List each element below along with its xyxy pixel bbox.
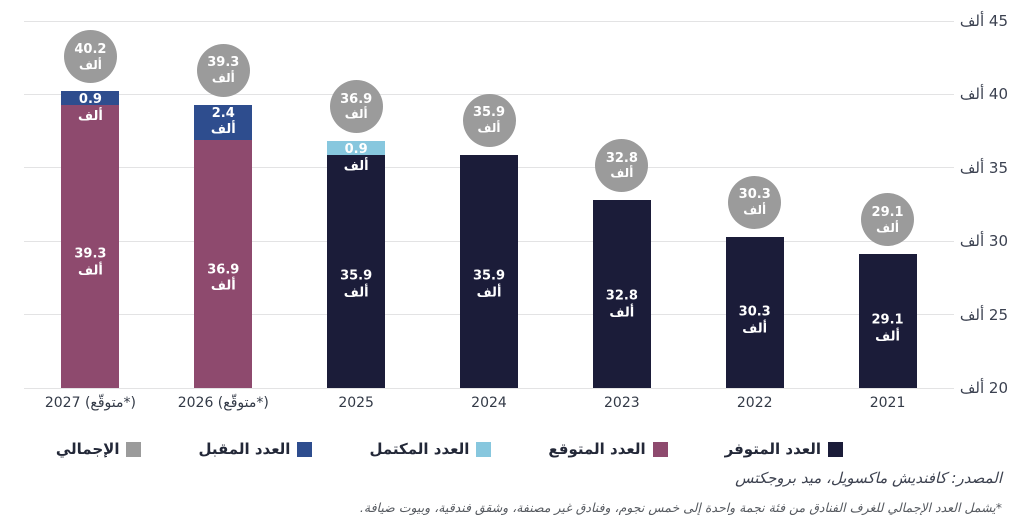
bar-segment-value: 35.9 ألف	[340, 268, 373, 301]
bar-segment-value: 0.9 ألف	[343, 142, 369, 174]
y-axis-label: 35 ألف	[959, 158, 1008, 177]
y-axis-label: 30 ألف	[959, 232, 1008, 251]
legend-swatch	[828, 441, 843, 457]
total-badge: 29.1 ألف	[861, 193, 915, 247]
legend: العدد المتوفر العدد المتوقع العدد المكتمل ا…	[56, 438, 843, 460]
total-badge-value: 32.8	[605, 150, 638, 166]
legend-swatch	[297, 441, 313, 457]
legend-label: العدد المكتمل	[369, 440, 470, 458]
total-badge: 35.9 ألف	[462, 93, 516, 147]
bar-segment-value: 39.3 ألف	[74, 246, 107, 279]
legend-swatch	[126, 441, 142, 457]
legend-item: العدد المتوفر	[725, 440, 843, 458]
total-badge-value: 40.2	[74, 41, 107, 57]
total-badge: 32.8 ألف	[595, 139, 649, 193]
bar-segment-value: 0.9 ألف	[78, 92, 103, 125]
source-text: المصدر: كافنديش ماكسويل، ميد بروجكتس	[735, 469, 1002, 487]
x-axis-label: 2026 (متوقّع*)	[177, 395, 269, 411]
bar-segment-value: 35.9 ألف	[472, 268, 506, 301]
total-badge-unit: ألف	[211, 70, 235, 85]
bar-segment	[460, 154, 518, 388]
legend-item: العدد المتوقع	[548, 440, 668, 458]
total-badge-value: 39.3	[207, 55, 240, 71]
bar-segment	[194, 104, 253, 140]
x-axis-label: 2021	[869, 395, 906, 411]
y-axis-label: 25 ألف	[959, 305, 1008, 324]
bar-segment-value: 36.9 ألف	[207, 262, 240, 294]
total-badge-value: 35.9	[472, 105, 506, 121]
legend-item: العدد المقبل	[198, 440, 313, 458]
bar-segment	[61, 104, 120, 388]
x-axis-label: 2025	[338, 395, 374, 411]
bar-segment	[592, 200, 651, 388]
total-badge-unit: ألف	[610, 166, 634, 181]
gridline	[24, 387, 954, 389]
x-axis-label: 2027 (متوقّع*)	[44, 395, 136, 411]
bar-segment-value: 30.3 ألف	[738, 304, 771, 337]
bar-segment	[858, 254, 917, 388]
legend-label: العدد المتوفر	[724, 440, 821, 458]
bar-segment	[327, 141, 386, 155]
footnote-text: *يشمل العدد الإجمالي للغرف الفنادق من فئ…	[359, 500, 1002, 515]
total-badge-value: 30.3	[738, 187, 771, 203]
legend-swatch	[652, 441, 668, 457]
legend-item: الإجمالي	[56, 440, 142, 458]
bar-segment	[194, 139, 253, 388]
total-badge-unit: ألف	[78, 57, 102, 72]
total-badge: 36.9 ألف	[329, 80, 383, 134]
bar-segment-value: 29.1 ألف	[871, 312, 904, 345]
total-badge: 30.3 ألف	[728, 175, 782, 229]
bar-segment	[61, 91, 120, 105]
bar-segment	[725, 236, 784, 388]
total-badge-unit: ألف	[876, 220, 900, 235]
legend-item: العدد المكتمل	[369, 440, 492, 458]
bar-segment	[327, 154, 386, 388]
y-axis-label: 45 ألف	[959, 12, 1008, 30]
total-badge-unit: ألف	[743, 202, 767, 217]
total-badge-value: 36.9	[340, 91, 373, 107]
y-axis-label: 40 ألف	[959, 85, 1008, 104]
total-badge: 39.3 ألف	[196, 43, 250, 97]
legend-swatch	[476, 441, 492, 457]
legend-label: العدد المتوقع	[548, 440, 646, 458]
bar-segment-value: 2.4 ألف	[210, 105, 236, 138]
total-badge-unit: ألف	[344, 107, 368, 122]
y-axis-label: 20 ألف	[959, 379, 1008, 397]
bar-segment-value: 32.8 ألف	[605, 288, 638, 321]
x-axis-label: 2022	[736, 395, 773, 411]
x-axis-label: 2023	[604, 395, 640, 411]
legend-label: الإجمالي	[55, 440, 120, 458]
total-badge: 40.2 ألف	[63, 30, 117, 84]
gridline	[24, 20, 954, 22]
legend-label: العدد المقبل	[198, 440, 291, 458]
total-badge-value: 29.1	[871, 204, 904, 220]
total-badge-unit: ألف	[477, 120, 501, 135]
x-axis-label: 2024	[471, 395, 507, 411]
